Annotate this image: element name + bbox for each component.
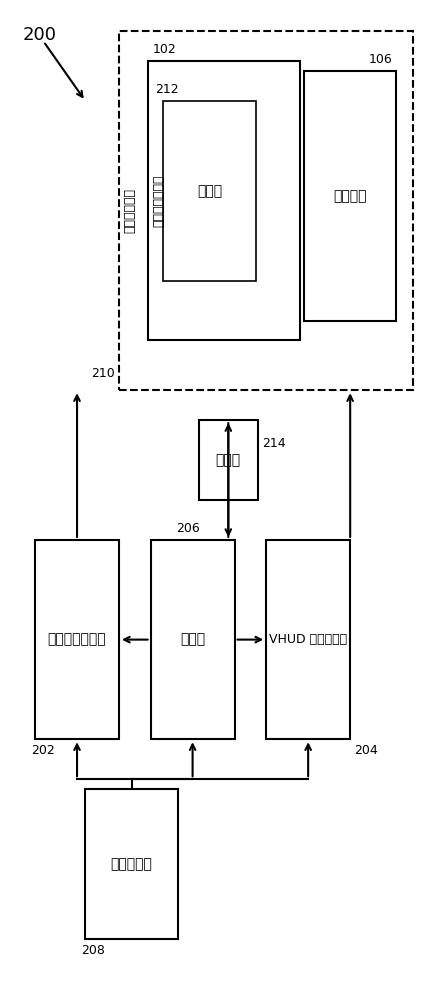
Text: 情景图像生成器: 情景图像生成器 [48, 633, 106, 647]
Text: 投影屏幕: 投影屏幕 [333, 189, 367, 203]
FancyBboxPatch shape [35, 540, 119, 739]
Text: 数据库: 数据库 [180, 633, 205, 647]
Text: 210: 210 [91, 367, 115, 380]
FancyBboxPatch shape [163, 101, 255, 281]
FancyBboxPatch shape [148, 61, 300, 340]
Text: 212: 212 [155, 83, 179, 96]
Text: 204: 204 [354, 744, 378, 757]
Text: 106: 106 [368, 53, 392, 66]
Text: 200: 200 [22, 26, 56, 44]
Text: 102: 102 [153, 43, 176, 56]
FancyBboxPatch shape [119, 31, 413, 390]
Text: 视觉显示系统: 视觉显示系统 [123, 188, 136, 233]
Text: 存储器: 存储器 [216, 453, 241, 467]
Text: 206: 206 [176, 522, 200, 535]
FancyBboxPatch shape [304, 71, 396, 321]
Text: 模拟控制器: 模拟控制器 [111, 857, 153, 871]
FancyBboxPatch shape [151, 540, 235, 739]
FancyBboxPatch shape [266, 540, 350, 739]
Text: 视觉系统光学件: 视觉系统光学件 [152, 175, 165, 227]
FancyBboxPatch shape [85, 789, 178, 939]
Text: 202: 202 [31, 744, 55, 757]
Text: VHUD 图像生成器: VHUD 图像生成器 [269, 633, 347, 646]
Text: 校准仪: 校准仪 [197, 184, 222, 198]
Text: 214: 214 [262, 437, 286, 450]
Text: 208: 208 [81, 944, 105, 957]
FancyBboxPatch shape [199, 420, 258, 500]
